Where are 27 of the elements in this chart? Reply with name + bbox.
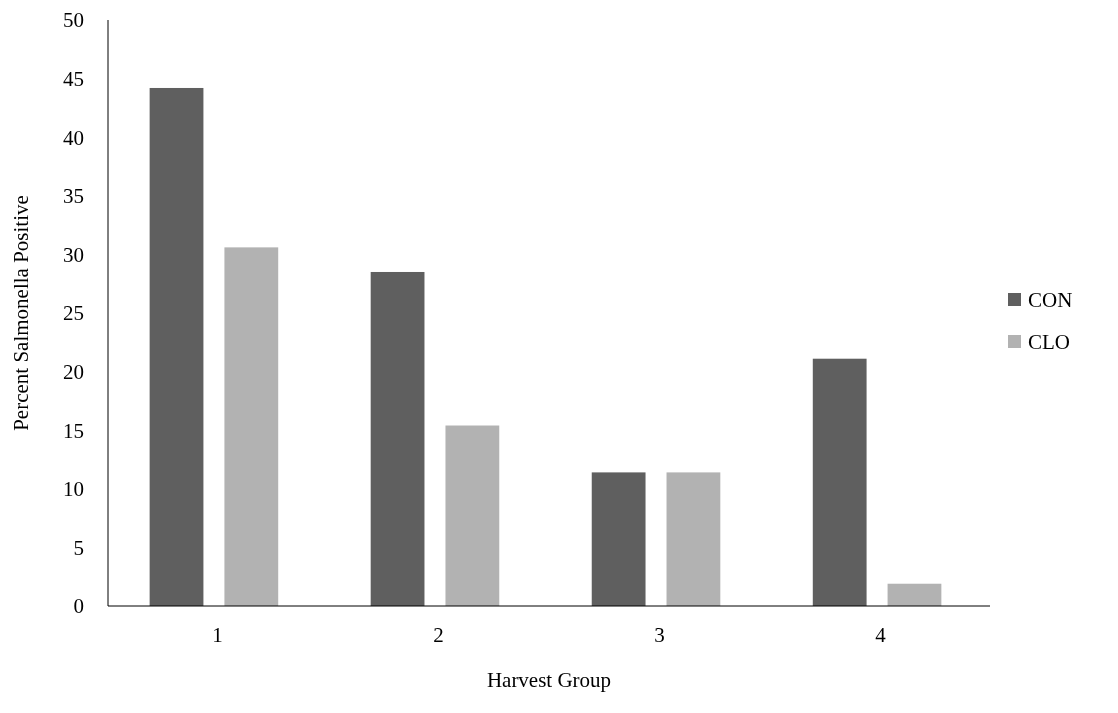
y-tick-label: 25 <box>63 301 84 326</box>
y-axis-title: Percent Salmonella Positive <box>9 195 33 431</box>
bar <box>149 87 204 606</box>
y-tick-label: 0 <box>73 594 84 619</box>
x-tick-label: 4 <box>875 623 887 647</box>
y-tick-label: 30 <box>63 242 84 267</box>
y-tick-label: 20 <box>63 359 84 384</box>
y-tick-label: 35 <box>63 184 84 209</box>
y-tick-label: 10 <box>63 477 84 502</box>
x-axis-title: Harvest Group <box>486 668 612 692</box>
bar <box>812 358 867 606</box>
y-tick-label: 45 <box>63 66 84 91</box>
x-tick-label: 1 <box>212 623 223 647</box>
x-tick-label: 3 <box>654 623 665 647</box>
x-tick-label: 2 <box>433 623 444 647</box>
bar <box>370 271 425 606</box>
legend-label: CLO <box>1028 330 1070 355</box>
bar <box>224 247 279 606</box>
y-tick-label: 15 <box>63 418 84 443</box>
y-tick-label: 40 <box>63 125 84 150</box>
bar <box>591 472 646 606</box>
legend-label: CON <box>1028 288 1073 313</box>
bar <box>666 472 721 606</box>
bar <box>887 583 942 606</box>
bar <box>445 425 500 606</box>
y-tick-label: 50 <box>63 8 84 33</box>
y-tick-label: 5 <box>73 535 84 560</box>
